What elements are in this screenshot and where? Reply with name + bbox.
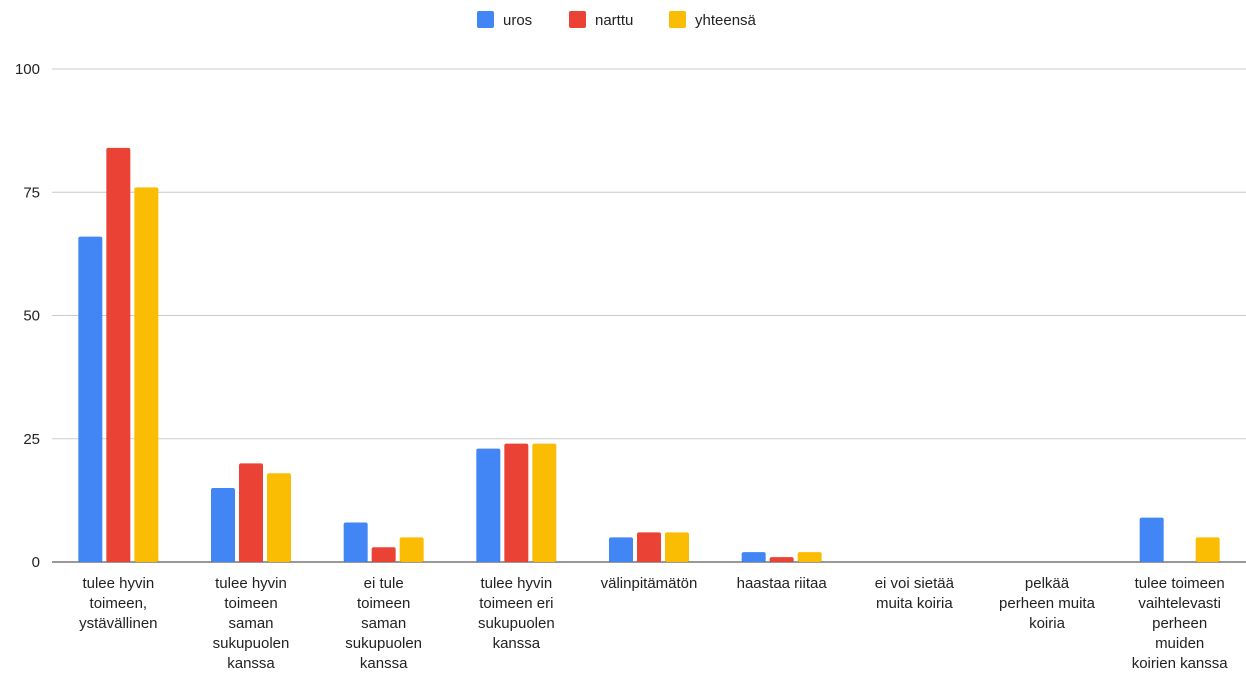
bar-narttu	[637, 532, 661, 562]
bar-uros	[78, 236, 103, 562]
x-category-label: tulee hyvin toimeen saman sukupuolen kanssa	[213, 575, 290, 672]
legend-label-narttu: narttu	[595, 12, 633, 29]
x-category-label-line: tulee hyvin	[82, 575, 154, 592]
x-category-label-line: ystävällinen	[79, 615, 157, 632]
x-category-label-line: perheen	[1152, 615, 1207, 632]
bar-uros	[211, 488, 235, 562]
x-category-label: tulee hyvin toimeen, ystävällinen	[79, 575, 157, 632]
bar-yhteensä	[267, 473, 291, 562]
x-category-label-line: saman	[361, 615, 406, 632]
bar-yhteensä	[1195, 537, 1220, 562]
legend-swatch-narttu	[569, 11, 586, 28]
legend-swatch-yhteensä	[669, 11, 686, 28]
bar-yhteensä	[797, 552, 822, 562]
x-category-label: tulee hyvin toimeen eri sukupuolen kanssa	[478, 575, 555, 652]
x-category-label-line: toimeen	[224, 595, 277, 612]
y-tick-label: 25	[23, 431, 40, 448]
gridlines	[52, 68, 1246, 563]
y-tick-label: 0	[32, 554, 40, 571]
y-axis-ticks: 0 25 50 75 100	[15, 61, 40, 571]
x-category-label-line: sukupuolen	[213, 635, 290, 652]
x-category-label-line: tulee toimeen	[1135, 575, 1225, 592]
x-category-label: ei tule toimeen saman sukupuolen kanssa	[345, 575, 422, 672]
x-category-label: ei voi sietää muita koiria	[875, 575, 955, 612]
x-category-label-line: ei voi sietää	[875, 575, 955, 592]
legend-label-uros: uros	[503, 12, 532, 29]
x-category-label-line: kanssa	[493, 635, 541, 652]
bar-uros	[1139, 517, 1164, 562]
bar-narttu	[106, 147, 131, 562]
bar-uros	[741, 552, 766, 562]
x-category-label: haastaa riitaa	[737, 575, 828, 592]
x-category-label-line: tulee hyvin	[215, 575, 287, 592]
bar-narttu	[371, 547, 396, 562]
x-category-label-line: sukupuolen	[478, 615, 555, 632]
x-category-label-line: koirien kanssa	[1132, 655, 1229, 672]
x-category-label-line: koiria	[1029, 615, 1066, 632]
x-category-label-line: toimeen,	[90, 595, 148, 612]
bar-yhteensä	[399, 537, 424, 562]
x-category-label-line: haastaa riitaa	[737, 575, 828, 592]
legend-label-yhteensä: yhteensä	[695, 12, 757, 29]
x-category-label-line: sukupuolen	[345, 635, 422, 652]
bar-yhteensä	[134, 187, 159, 562]
bars	[78, 147, 1220, 562]
x-category-label-line: kanssa	[360, 655, 408, 672]
x-category-label-line: välinpitämätön	[601, 575, 698, 592]
x-category-label-line: tulee hyvin	[480, 575, 552, 592]
bar-narttu	[239, 463, 263, 562]
x-category-label-line: kanssa	[227, 655, 275, 672]
bar-uros	[609, 537, 633, 562]
bar-yhteensä	[532, 443, 557, 562]
y-tick-label: 50	[23, 308, 40, 325]
legend: uros narttu yhteensä	[477, 11, 757, 29]
x-category-label: välinpitämätön	[601, 575, 698, 592]
y-tick-label: 75	[23, 184, 40, 201]
bar-yhteensä	[665, 532, 689, 562]
bar-uros	[476, 448, 501, 562]
x-category-label-line: pelkää	[1025, 575, 1070, 592]
x-category-label-line: muita koiria	[876, 595, 953, 612]
bar-uros	[343, 522, 368, 562]
x-category-label-line: toimeen	[357, 595, 410, 612]
legend-swatch-uros	[477, 11, 494, 28]
x-category-label-line: vaihtelevasti	[1138, 595, 1221, 612]
x-category-label-line: ei tule	[364, 575, 404, 592]
x-category-label-line: toimeen eri	[479, 595, 553, 612]
bar-narttu	[504, 443, 529, 562]
bar-narttu	[769, 557, 794, 562]
x-category-label-line: saman	[228, 615, 273, 632]
y-tick-label: 100	[15, 61, 40, 78]
x-category-label: tulee toimeen vaihtelevasti perheen muiden k…	[1132, 575, 1229, 672]
x-category-label: pelkää perheen muita koiria	[999, 575, 1096, 632]
x-category-label-line: muiden	[1155, 635, 1204, 652]
x-category-label-line: perheen muita	[999, 595, 1096, 612]
